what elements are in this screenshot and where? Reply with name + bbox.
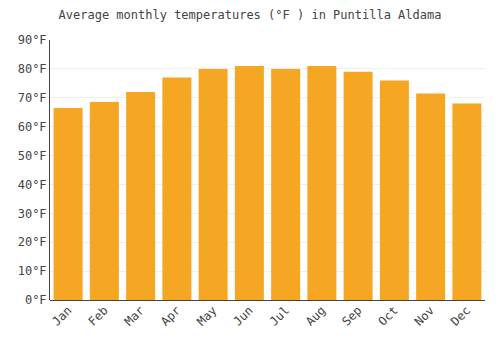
svg-text:Jul: Jul bbox=[267, 303, 292, 328]
svg-text:10°F: 10°F bbox=[18, 264, 47, 278]
svg-text:80°F: 80°F bbox=[18, 62, 47, 76]
svg-text:70°F: 70°F bbox=[18, 91, 47, 105]
svg-text:40°F: 40°F bbox=[18, 178, 47, 192]
svg-text:Oct: Oct bbox=[376, 303, 401, 328]
svg-text:Jun: Jun bbox=[231, 303, 256, 328]
svg-text:Dec: Dec bbox=[448, 303, 473, 328]
svg-text:Mar: Mar bbox=[122, 303, 147, 328]
svg-text:Feb: Feb bbox=[86, 303, 111, 328]
svg-text:Average monthly temperatures (: Average monthly temperatures (°F ) in Pu… bbox=[59, 8, 442, 22]
svg-text:0°F: 0°F bbox=[25, 293, 47, 307]
svg-text:May: May bbox=[194, 303, 219, 328]
svg-text:50°F: 50°F bbox=[18, 149, 47, 163]
svg-text:Apr: Apr bbox=[158, 303, 183, 328]
svg-text:Jan: Jan bbox=[49, 303, 74, 328]
svg-text:Nov: Nov bbox=[412, 303, 437, 328]
svg-text:60°F: 60°F bbox=[18, 120, 47, 134]
svg-text:90°F: 90°F bbox=[18, 33, 47, 47]
svg-text:20°F: 20°F bbox=[18, 235, 47, 249]
svg-text:30°F: 30°F bbox=[18, 207, 47, 221]
svg-text:Aug: Aug bbox=[303, 303, 328, 328]
svg-text:Sep: Sep bbox=[339, 303, 364, 328]
